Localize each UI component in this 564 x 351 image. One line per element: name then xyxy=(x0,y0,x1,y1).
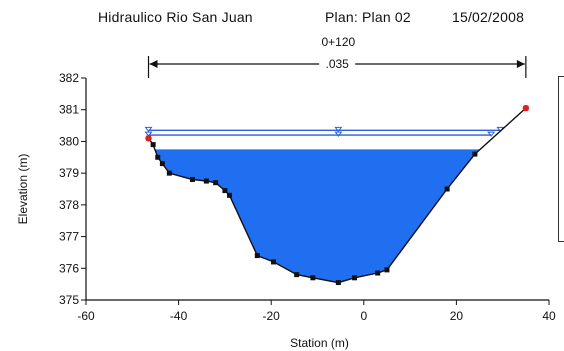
ground-point-1 xyxy=(150,142,156,148)
y-tick-label-4: 379 xyxy=(59,166,79,180)
ground-point-9 xyxy=(227,192,233,198)
ground-point-17 xyxy=(384,267,390,273)
n-extent-arrow-right xyxy=(516,60,525,68)
upper-line-marker-1-2 xyxy=(487,131,496,137)
ground-point-15 xyxy=(352,275,358,281)
y-tick-label-2: 377 xyxy=(59,230,79,244)
section-title: 0+120 xyxy=(321,35,355,49)
upper-line-marker-1-0 xyxy=(144,131,153,137)
project-title: Hidraulico Rio San Juan xyxy=(98,9,253,25)
y-tick-label-7: 382 xyxy=(59,71,79,85)
ground-point-3 xyxy=(159,161,165,167)
manning-n-label: .035 xyxy=(325,57,349,71)
x-axis-label: Station (m) xyxy=(290,336,349,350)
ground-point-19 xyxy=(472,151,478,157)
ground-point-7 xyxy=(213,180,219,186)
ground-point-16 xyxy=(375,270,381,276)
y-tick-label-1: 376 xyxy=(59,261,79,275)
ground-point-6 xyxy=(203,178,209,184)
y-tick-label-6: 381 xyxy=(59,103,79,117)
y-axis-label: Elevation (m) xyxy=(16,154,30,225)
ground-point-10 xyxy=(254,253,260,259)
ground-point-2 xyxy=(155,154,161,160)
y-tick-label-5: 380 xyxy=(59,134,79,148)
ground-point-5 xyxy=(189,176,195,182)
x-tick-label-1: -40 xyxy=(170,309,188,323)
y-tick-label-0: 375 xyxy=(59,293,79,307)
x-tick-label-4: 20 xyxy=(450,309,464,323)
plan-label: Plan: Plan 02 xyxy=(325,9,411,25)
y-tick-label-3: 378 xyxy=(59,198,79,212)
bank-point-1 xyxy=(522,104,530,112)
x-tick-label-3: 0 xyxy=(360,309,367,323)
legend-frame xyxy=(558,76,564,242)
x-tick-label-0: -60 xyxy=(77,309,95,323)
n-extent-arrow-left xyxy=(149,60,158,68)
ground-point-11 xyxy=(271,259,277,265)
x-tick-label-5: 40 xyxy=(542,309,556,323)
ground-point-14 xyxy=(335,280,341,286)
bank-point-0 xyxy=(145,135,152,142)
x-tick-label-2: -20 xyxy=(263,309,281,323)
ground-point-13 xyxy=(310,275,316,281)
upper-line-marker-0-0 xyxy=(144,126,153,133)
date-label: 15/02/2008 xyxy=(452,9,525,25)
ground-point-18 xyxy=(444,186,450,192)
upper-line-marker-0-1 xyxy=(334,126,343,133)
ground-point-8 xyxy=(222,188,228,194)
ground-point-4 xyxy=(166,170,172,176)
ground-point-12 xyxy=(294,272,300,278)
upper-line-marker-1-1 xyxy=(334,131,343,137)
water-fill xyxy=(154,149,481,283)
